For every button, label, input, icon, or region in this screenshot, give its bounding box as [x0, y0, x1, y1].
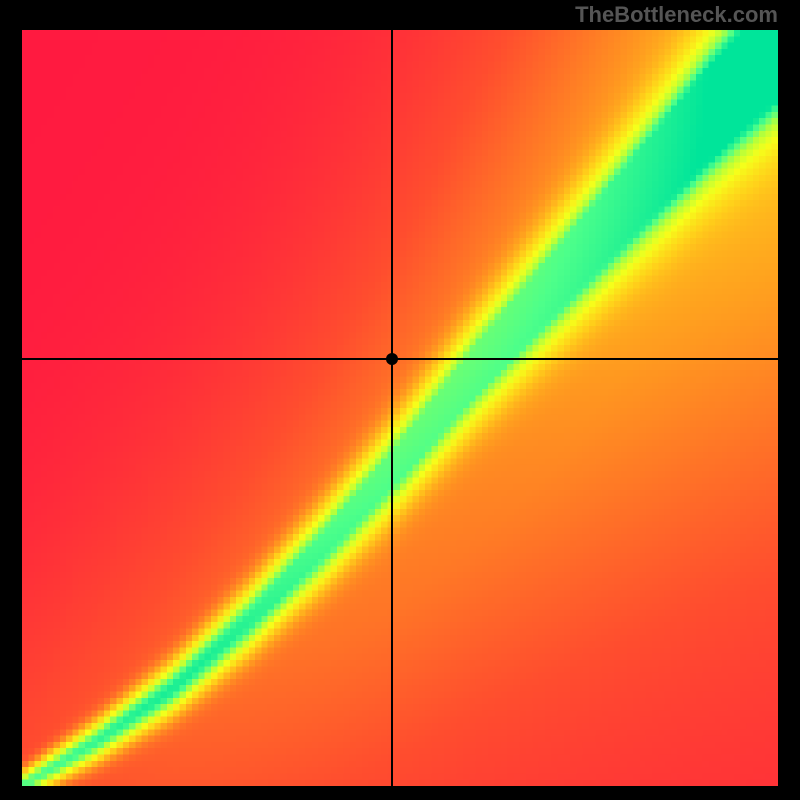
- chart-container: { "watermark": { "text": "TheBottleneck.…: [0, 0, 800, 800]
- crosshair-vertical: [391, 30, 393, 786]
- heatmap-plot: [22, 30, 778, 786]
- crosshair-marker: [386, 353, 398, 365]
- crosshair-horizontal: [22, 358, 778, 360]
- watermark-text: TheBottleneck.com: [575, 2, 778, 28]
- heatmap-canvas: [22, 30, 778, 786]
